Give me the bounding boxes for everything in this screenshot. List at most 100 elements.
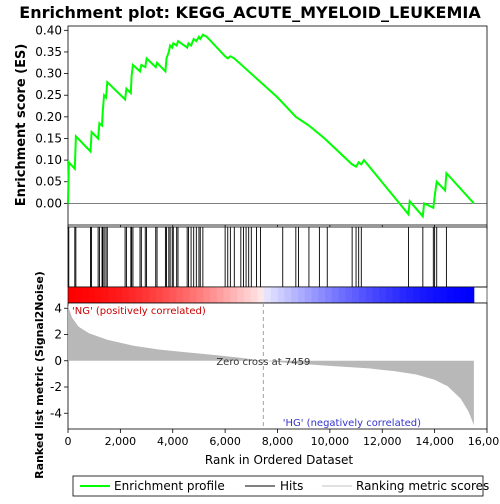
rank-bar-segment	[379, 287, 386, 303]
legend-metric-label: Ranking metric scores	[356, 479, 489, 493]
rank-bar-segment	[298, 287, 305, 303]
rank-bar-segment	[149, 287, 156, 303]
es-y-tick-label: 0.10	[35, 153, 62, 167]
legend-hits-label: Hits	[280, 479, 303, 493]
x-axis-label: Rank in Ordered Dataset	[205, 453, 353, 467]
es-y-tick-label: 0.25	[35, 88, 62, 102]
rank-bar-segment	[257, 287, 264, 303]
rank-bar-segment	[217, 287, 224, 303]
rank-bar-segment	[264, 287, 271, 303]
es-y-axis-label: Enrichment score (ES)	[14, 44, 29, 207]
rank-bar-segment	[305, 287, 312, 303]
es-y-tick-label: 0.40	[35, 23, 62, 37]
es-y-tick-label: 0.30	[35, 67, 62, 81]
es-y-tick-label: 0.20	[35, 110, 62, 124]
rank-bar-segment	[440, 287, 447, 303]
metric-y-tick-label: -2	[50, 380, 62, 394]
metric-y-tick-label: 4	[54, 301, 62, 315]
chart-title: Enrichment plot: KEGG_ACUTE_MYELOID_LEUK…	[19, 3, 481, 22]
rank-bar-segment	[203, 287, 210, 303]
rank-bar-segment	[115, 287, 122, 303]
rank-bar-segment	[366, 287, 373, 303]
legend-enrichment-label: Enrichment profile	[114, 479, 225, 493]
legend: Enrichment profile Hits Ranking metric s…	[73, 476, 489, 496]
rank-bar-segment	[244, 287, 251, 303]
x-tick-label: 10,000	[311, 435, 350, 448]
rank-bar-segment	[339, 287, 346, 303]
rank-bar-segment	[312, 287, 319, 303]
rank-bar-segment	[318, 287, 325, 303]
rank-bar-segment	[82, 287, 89, 303]
rank-bar-segment	[88, 287, 95, 303]
es-y-tick-label: 0.15	[35, 131, 62, 145]
rank-bar-segment	[393, 287, 400, 303]
rank-bar-segment	[413, 287, 420, 303]
rank-bar-segment	[102, 287, 109, 303]
rank-color-bar	[68, 287, 474, 303]
rank-bar-segment	[142, 287, 149, 303]
rank-bar-segment	[197, 287, 204, 303]
rank-bar-segment	[156, 287, 163, 303]
rank-bar-segment	[210, 287, 217, 303]
rank-bar-segment	[237, 287, 244, 303]
x-tick-label: 16,000	[468, 435, 500, 448]
x-tick-label: 14,000	[415, 435, 454, 448]
rank-bar-segment	[68, 287, 75, 303]
x-tick-label: 12,000	[363, 435, 402, 448]
x-tick-label: 4,000	[157, 435, 189, 448]
metric-y-tick-label: -4	[50, 406, 62, 420]
metric-y-axis: 4 2 0 -2 -4	[50, 301, 68, 420]
es-panel: 0.000.050.100.150.200.250.300.350.40 Enr…	[14, 23, 487, 229]
rank-bar-segment	[332, 287, 339, 303]
es-y-tick-label: 0.35	[35, 45, 62, 59]
rank-bar-segment	[359, 287, 366, 303]
rank-bar-segment	[75, 287, 82, 303]
metric-y-tick-label: 2	[54, 328, 62, 342]
rank-bar-segment	[190, 287, 197, 303]
es-plot-frame	[68, 26, 487, 225]
zero-cross-label: Zero cross at 7459	[216, 357, 310, 368]
rank-bar-segment	[291, 287, 298, 303]
rank-bar-segment	[271, 287, 278, 303]
x-tick-label: 2,000	[105, 435, 137, 448]
rank-bar-segment	[95, 287, 102, 303]
rank-bar-segment	[399, 287, 406, 303]
rank-bar-segment	[386, 287, 393, 303]
rank-bar-segment	[224, 287, 231, 303]
rank-bar-segment	[352, 287, 359, 303]
rank-bar-segment	[109, 287, 116, 303]
rank-bar-segment	[433, 287, 440, 303]
rank-bar-segment	[136, 287, 143, 303]
rank-bar-segment	[284, 287, 291, 303]
rank-bar-segment	[372, 287, 379, 303]
rank-bar-segment	[122, 287, 129, 303]
x-tick-label: 8,000	[262, 435, 294, 448]
positive-correlation-label: 'NG' (positively correlated)	[72, 306, 206, 317]
rank-bar-segment	[467, 287, 474, 303]
x-tick-label: 0	[65, 435, 72, 448]
hits-panel	[68, 227, 487, 303]
rank-bar-segment	[345, 287, 352, 303]
rank-bar-segment	[420, 287, 427, 303]
rank-bar-segment	[278, 287, 285, 303]
rank-bar-segment	[176, 287, 183, 303]
rank-bar-segment	[447, 287, 454, 303]
rank-bar-segment	[325, 287, 332, 303]
es-y-axis: 0.000.050.100.150.200.250.300.350.40	[35, 23, 68, 210]
rank-bar-segment	[230, 287, 237, 303]
rank-bar-segment	[454, 287, 461, 303]
metric-y-axis-label: Ranked list metric (Signal2Noise)	[33, 271, 46, 479]
es-y-tick-label: 0.00	[35, 196, 62, 210]
negative-correlation-label: 'HG' (negatively correlated)	[283, 418, 421, 429]
metric-x-axis: 0 2,000 4,000 6,000 8,000 10,000 12,000 14,000 1…	[65, 429, 500, 448]
rank-bar-segment	[460, 287, 467, 303]
rank-bar-segment	[406, 287, 413, 303]
rank-bar-segment	[427, 287, 434, 303]
rank-bar-segment	[169, 287, 176, 303]
metric-y-tick-label: 0	[54, 354, 62, 368]
rank-bar-segment	[183, 287, 190, 303]
x-tick-label: 6,000	[209, 435, 241, 448]
rank-bar-segment	[251, 287, 258, 303]
